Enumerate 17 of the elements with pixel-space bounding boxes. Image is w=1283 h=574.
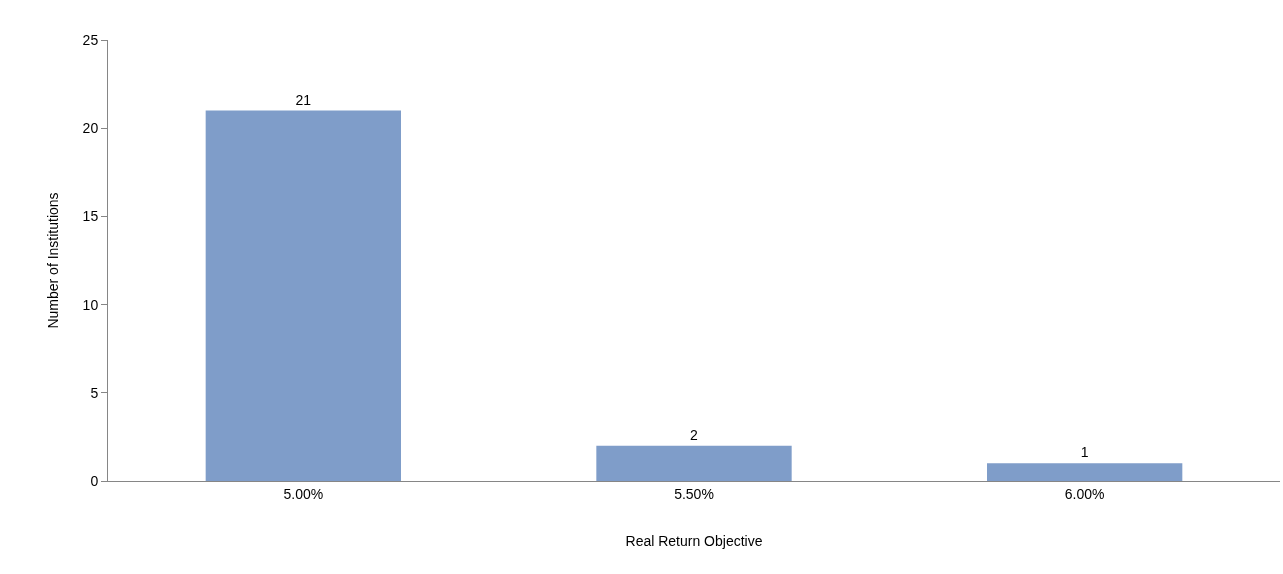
bar xyxy=(987,463,1183,481)
x-axis-title: Real Return Objective xyxy=(625,533,763,550)
x-tick-label: 5.50% xyxy=(674,485,714,502)
y-tick-label: 15 xyxy=(82,208,99,225)
x-tick-label: 5.00% xyxy=(283,485,324,502)
y-tick-label: 5 xyxy=(90,384,99,401)
y-tick-label: 25 xyxy=(82,31,99,48)
y-tick-label: 0 xyxy=(90,472,99,489)
y-tick-label: 20 xyxy=(82,120,99,137)
y-tick-label: 10 xyxy=(82,296,99,313)
x-tick-label: 6.00% xyxy=(1064,485,1105,502)
y-axis-title: Number of Institutions xyxy=(45,192,62,329)
bar xyxy=(205,110,401,481)
data-label: 21 xyxy=(295,91,312,108)
bar xyxy=(596,445,792,481)
data-label: 1 xyxy=(1080,444,1089,461)
data-label: 2 xyxy=(690,426,698,443)
